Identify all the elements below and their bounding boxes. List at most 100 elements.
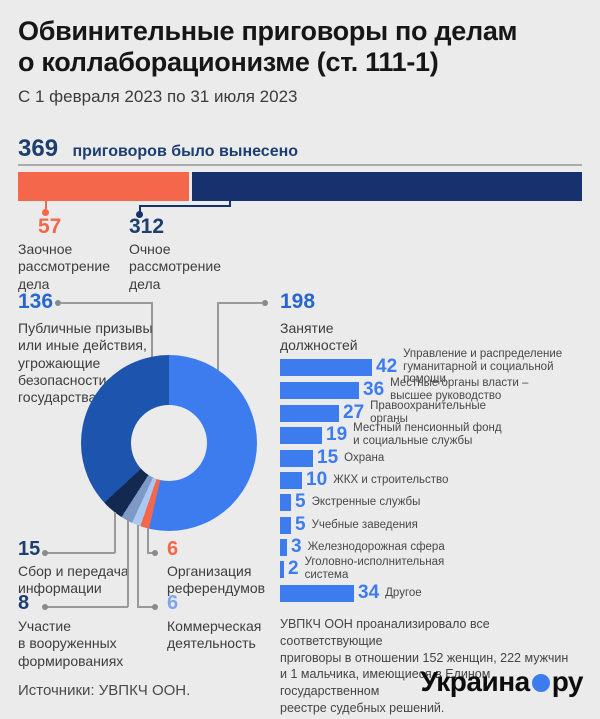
label-in-person: Очное рассмотрение дела (129, 241, 221, 292)
job-bar-row: 3 Железнодорожная сфера (280, 536, 592, 557)
value-referendums: 6 (167, 538, 179, 560)
donut-chart (81, 355, 257, 531)
page-title: Обвинительные приговоры по делам о колла… (18, 16, 518, 78)
bar-value: 42 (376, 356, 398, 377)
bar-value: 27 (343, 402, 365, 423)
bar (280, 584, 354, 602)
bar (280, 538, 287, 556)
bar-label: Железнодорожная сфера (307, 540, 445, 553)
bar-value: 15 (317, 447, 339, 468)
bar-label: Экстренные службы (311, 495, 421, 508)
leader-line-198 (217, 302, 219, 370)
leader-line-312 (229, 201, 231, 207)
leader-line-198 (217, 302, 263, 304)
label-commercial: Коммерческая деятельность (167, 618, 262, 652)
job-bar-row: 27 Правоохранительные органы (280, 400, 592, 425)
leader-dot-198 (262, 300, 268, 306)
job-bar-row: 19 Местный пенсионный фонд и социальные … (280, 422, 592, 447)
bar (280, 516, 291, 534)
donut-hole (131, 405, 207, 481)
logo-text-1: Украина (420, 666, 530, 697)
bar-label: Учебные заведения (311, 518, 418, 531)
bar (280, 471, 302, 489)
bar-label: Местный пенсионный фонд и социальные слу… (353, 422, 502, 447)
job-bar-row: 5 Экстренные службы (280, 491, 592, 512)
leader-line-6-commercial (137, 525, 139, 607)
label-holding-office: Занятие должностей (280, 320, 358, 354)
leader-dot-8 (42, 604, 48, 610)
total-label: приговоров было вынесено (72, 143, 299, 160)
methodology-note: УВПКЧ ООН проанализировало все соответст… (280, 617, 569, 715)
ukraina-ru-logo: Украина ру (420, 666, 583, 698)
bar (280, 426, 322, 444)
label-public-calls: Публичные призывы или иные действия, угр… (18, 320, 153, 406)
label-in-absentia: Заочное рассмотрение дела (18, 241, 110, 292)
leader-dot-136 (55, 300, 61, 306)
leader-line-6-commercial (137, 606, 155, 608)
bar (280, 358, 372, 376)
leader-dot-57 (42, 209, 49, 216)
bar-value: 5 (295, 491, 306, 512)
job-bar-row: 2 Уголовно-исполнительная система (280, 556, 592, 581)
leader-dot-6-referendums (152, 550, 158, 556)
bar (280, 381, 359, 399)
job-bar-row: 10 ЖКХ и строительство (280, 469, 592, 490)
leader-line-136 (151, 302, 153, 358)
leader-line-8 (47, 606, 128, 608)
leader-line-312 (139, 205, 141, 212)
divider-rule (18, 164, 582, 166)
leader-line-6-referendums (147, 528, 149, 553)
value-in-person: 312 (129, 215, 165, 238)
bar-label: ЖКХ и строительство (333, 473, 449, 486)
bar-label: Управление и распределение гуманитарной … (403, 348, 563, 386)
value-commercial: 6 (167, 592, 179, 614)
leader-line-8 (127, 520, 129, 607)
bar-value: 5 (295, 514, 306, 535)
job-bar-row: 42 Управление и распределение гуманитарн… (280, 348, 592, 385)
leader-line-15 (47, 552, 115, 554)
date-range-subtitle: С 1 февраля 2023 по 31 июля 2023 (18, 87, 298, 106)
logo-dot-icon (531, 674, 550, 692)
leader-line-136 (60, 302, 151, 304)
total-row: 369 приговоров было вынесено (18, 135, 298, 163)
leader-dot-312 (136, 211, 143, 218)
total-value: 369 (18, 135, 59, 162)
bar-value: 2 (288, 558, 299, 579)
bar-label: Правоохранительные органы (370, 400, 487, 425)
bar-value: 10 (306, 469, 328, 490)
bar-value: 3 (291, 536, 302, 557)
value-holding-office: 198 (280, 290, 316, 313)
bar-value: 19 (326, 424, 348, 445)
value-armed-groups: 8 (18, 592, 30, 614)
source-line: Источники: УВПКЧ ООН. (18, 682, 191, 699)
job-bar-row: 36 Местные органы власти – высшее руково… (280, 377, 592, 402)
value-in-absentia: 57 (38, 215, 62, 238)
bar-label: Другое (385, 586, 422, 599)
value-info-gathering: 15 (18, 538, 41, 560)
bar-value: 34 (358, 582, 380, 603)
label-info-gathering: Сбор и передача информации (18, 563, 129, 597)
bar-label: Местные органы власти – высшее руководст… (390, 377, 529, 402)
leader-line-312 (139, 205, 231, 207)
bar-segment-in-absentia (18, 172, 189, 201)
leader-dot-6-commercial (152, 604, 158, 610)
logo-text-2: ру (551, 666, 584, 697)
label-referendums: Организация референдумов (167, 563, 266, 597)
job-bar-row: 34 Другое (280, 582, 592, 603)
leader-line-6-referendums (147, 552, 155, 554)
leader-dot-15 (42, 550, 48, 556)
bar-value: 36 (363, 379, 385, 400)
bar-label: Уголовно-исполнительная система (304, 556, 445, 581)
bar-label: Охрана (344, 451, 385, 464)
leader-line-57 (45, 201, 47, 209)
bar-segment-in-person (192, 172, 582, 201)
bar (280, 449, 313, 467)
leader-line-15 (114, 512, 116, 553)
bar (280, 493, 291, 511)
bar (280, 560, 284, 578)
value-public-calls: 136 (18, 290, 54, 313)
bar (280, 404, 339, 422)
label-armed-groups: Участие в вооруженных формированиях (18, 618, 124, 669)
job-bar-row: 5 Учебные заведения (280, 514, 592, 535)
job-bar-row: 15 Охрана (280, 447, 592, 468)
